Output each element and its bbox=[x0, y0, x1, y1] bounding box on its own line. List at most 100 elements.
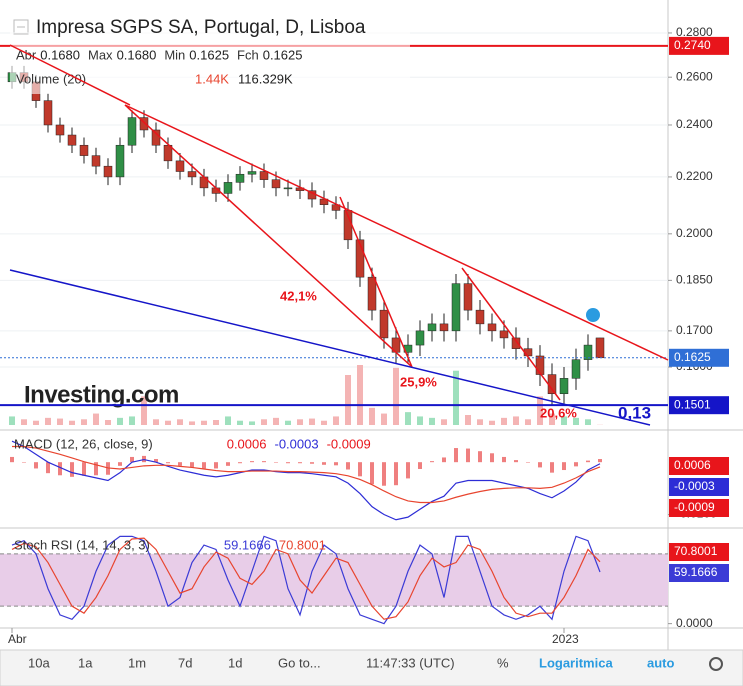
candle-body bbox=[367, 276, 377, 311]
volume-bar bbox=[297, 419, 303, 425]
candle-body bbox=[115, 144, 125, 178]
y-tick-label: 0.2200 bbox=[676, 169, 713, 183]
histogram-bar bbox=[466, 448, 470, 463]
settings-button[interactable] bbox=[709, 657, 723, 671]
stoch-line bbox=[11, 537, 601, 620]
ohlc-value: 0.1625 bbox=[189, 47, 229, 62]
range-button[interactable]: 1d bbox=[228, 655, 242, 670]
volume-bar bbox=[21, 419, 27, 425]
clock: 11:47:33 (UTC) bbox=[366, 655, 455, 670]
candle-body bbox=[583, 344, 593, 360]
y-tick-label: 0.1850 bbox=[676, 273, 713, 287]
volume-bar bbox=[57, 418, 63, 425]
volume-bar bbox=[309, 418, 315, 425]
panel-value: 59.1666 bbox=[224, 537, 271, 552]
ohlc-label: Min bbox=[164, 47, 185, 62]
volume-bar bbox=[549, 413, 555, 425]
price-label: 70.8001 bbox=[674, 544, 718, 558]
volume-bar bbox=[429, 417, 435, 425]
candle-body bbox=[595, 337, 605, 359]
y-tick-label: 0.2000 bbox=[676, 226, 713, 240]
volume-bar bbox=[105, 420, 111, 425]
candle-body bbox=[67, 134, 77, 146]
price-label-box bbox=[669, 499, 729, 517]
panel-value: -0.0003 bbox=[274, 436, 318, 451]
histogram-bar bbox=[262, 461, 266, 463]
histogram-bar bbox=[46, 462, 50, 474]
volume-bar bbox=[141, 396, 147, 425]
panel-title: MACD (12, 26, close, 9) bbox=[14, 436, 153, 451]
histogram-bar bbox=[490, 453, 494, 463]
histogram-bar bbox=[538, 462, 542, 468]
volume-bar bbox=[81, 419, 87, 425]
histogram-bar bbox=[238, 462, 242, 464]
range-button[interactable]: 7d bbox=[178, 655, 192, 670]
volume-bar bbox=[441, 419, 447, 425]
price-label: -0.0003 bbox=[674, 479, 715, 493]
ohlc-value: 0.1680 bbox=[117, 47, 157, 62]
histogram-bar bbox=[370, 462, 374, 485]
histogram-bar bbox=[358, 462, 362, 477]
volume-bar bbox=[345, 375, 351, 425]
trendline bbox=[461, 267, 561, 401]
volume-bar bbox=[273, 417, 279, 425]
histogram-bar bbox=[130, 456, 134, 463]
candle-body bbox=[55, 124, 65, 136]
stoch-line bbox=[11, 535, 601, 625]
y-tick-label: 0.2600 bbox=[676, 69, 713, 83]
histogram-bar bbox=[334, 462, 338, 466]
histogram-bar bbox=[22, 462, 26, 463]
candle-body bbox=[151, 129, 161, 146]
histogram-bar bbox=[442, 457, 446, 463]
volume-bar bbox=[165, 420, 171, 425]
p-marker[interactable] bbox=[586, 308, 600, 322]
volume-bar bbox=[465, 415, 471, 425]
percent-button[interactable]: % bbox=[497, 655, 509, 670]
log-button[interactable]: Logaritmica bbox=[539, 655, 613, 670]
price-label: 59.1666 bbox=[674, 565, 718, 579]
histogram-bar bbox=[514, 460, 518, 463]
x-tick-label: 2023 bbox=[552, 632, 579, 646]
volume-bar bbox=[213, 420, 219, 425]
price-label: -0.0009 bbox=[674, 500, 715, 514]
volume-bar bbox=[381, 413, 387, 425]
histogram-bar bbox=[10, 456, 14, 463]
macd-line bbox=[12, 445, 601, 504]
histogram-bar bbox=[586, 460, 590, 463]
volume-title: Volume (20) bbox=[16, 71, 86, 86]
volume-bar bbox=[417, 416, 423, 425]
histogram-bar bbox=[94, 462, 98, 476]
volume-bar bbox=[525, 419, 531, 425]
histogram-bar bbox=[550, 462, 554, 473]
histogram-bar bbox=[562, 462, 566, 471]
histogram-bar bbox=[58, 462, 62, 476]
volume-bar bbox=[189, 421, 195, 425]
range-button[interactable]: 1m bbox=[128, 655, 146, 670]
volume-bar bbox=[477, 419, 483, 425]
histogram-bar bbox=[310, 462, 314, 464]
volume-bar bbox=[93, 413, 99, 425]
volume-ma: 116.329K bbox=[238, 71, 293, 86]
range-button[interactable]: 10a bbox=[28, 655, 50, 670]
candle-body bbox=[427, 323, 437, 332]
volume-bar bbox=[369, 407, 375, 425]
y-tick-label: 0.2800 bbox=[676, 25, 713, 39]
annotation: 20,6% bbox=[540, 405, 577, 420]
volume-bar bbox=[117, 417, 123, 425]
ohlc-value: 0.1625 bbox=[263, 47, 303, 62]
price-label-box bbox=[669, 564, 729, 582]
panel-title: Stoch RSI (14, 14, 3, 3) bbox=[14, 537, 150, 552]
volume-bar bbox=[261, 419, 267, 425]
candle-body bbox=[379, 309, 389, 339]
candle-body bbox=[559, 378, 569, 395]
volume-bar bbox=[537, 396, 543, 425]
candle-body bbox=[499, 330, 509, 339]
candle-body bbox=[547, 374, 557, 395]
volume-bar bbox=[249, 421, 255, 425]
histogram-bar bbox=[430, 461, 434, 463]
auto-button[interactable]: auto bbox=[647, 655, 675, 670]
range-button[interactable]: 1a bbox=[78, 655, 93, 670]
goto-button[interactable]: Go to... bbox=[278, 655, 321, 670]
candle-body bbox=[283, 187, 293, 190]
y-tick-label: 0.0000 bbox=[676, 616, 713, 630]
